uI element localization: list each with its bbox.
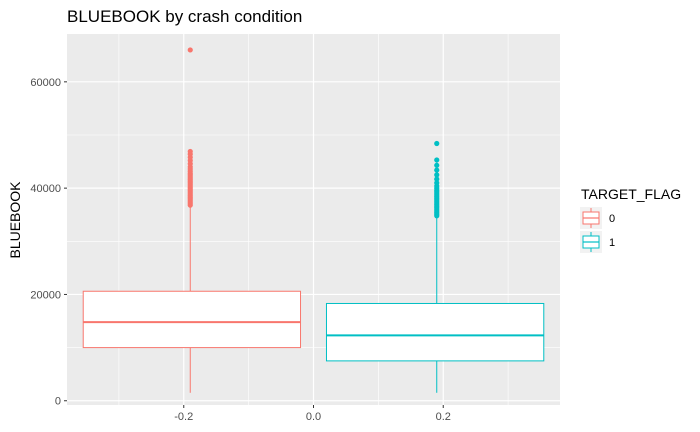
x-axis: -0.2 0.0 0.2: [174, 405, 451, 423]
outlier-point: [434, 157, 440, 163]
x-tick-label: -0.2: [174, 411, 193, 423]
outlier-point: [434, 180, 440, 186]
outlier-point: [434, 167, 440, 173]
box: [325, 302, 545, 362]
y-tick-label: 20000: [30, 289, 61, 301]
y-axis-title: BLUEBOOK: [7, 181, 23, 259]
legend-title: TARGET_FLAG: [581, 186, 681, 202]
outlier-point: [434, 176, 440, 182]
outlier-point: [434, 172, 440, 178]
legend-label: 0: [609, 213, 615, 225]
y-tick-label: 0: [55, 396, 61, 408]
outlier-point: [434, 162, 440, 168]
box-series-1: [325, 140, 545, 393]
x-tick-label: 0.2: [436, 411, 451, 423]
outlier-point: [187, 148, 193, 155]
x-tick-label: 0.0: [306, 411, 321, 423]
box: [82, 290, 302, 349]
legend-label: 1: [609, 237, 615, 249]
box-series-0: [82, 47, 302, 393]
y-tick-label: 60000: [30, 77, 61, 89]
y-tick-label: 40000: [30, 183, 61, 195]
legend-entry-1: 1: [580, 231, 615, 253]
y-axis: 0 20000 40000 60000: [30, 77, 67, 408]
legend-entry-0: 0: [580, 207, 615, 229]
legend: TARGET_FLAG 0 1: [580, 186, 681, 253]
boxes: [82, 47, 545, 393]
outlier-point: [434, 140, 440, 147]
chart-title: BLUEBOOK by crash condition: [67, 7, 302, 26]
outlier-point: [187, 47, 193, 53]
